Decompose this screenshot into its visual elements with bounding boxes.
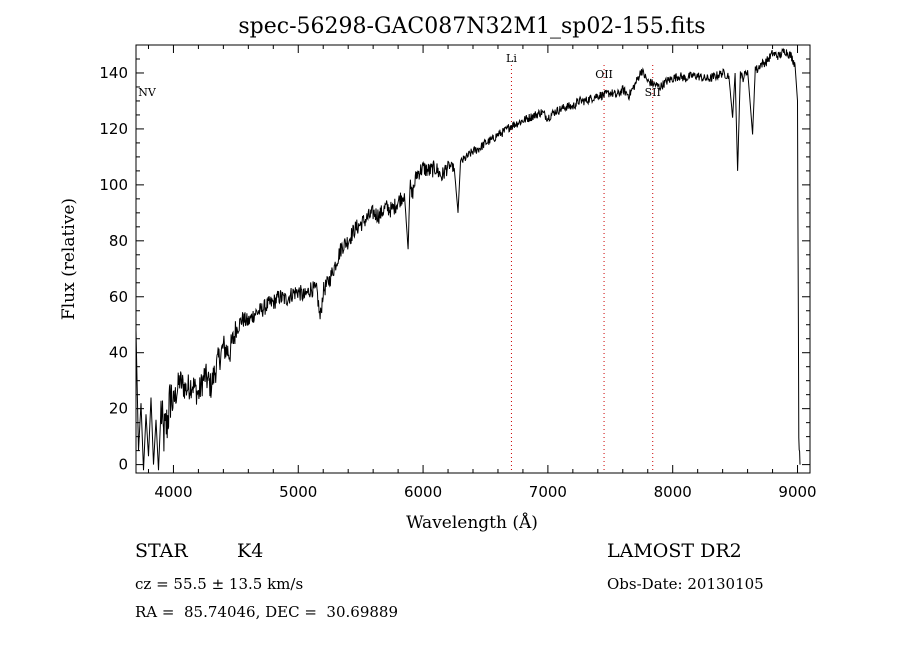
y-axis-label: Flux (relative) (59, 198, 79, 320)
plot-frame (135, 44, 811, 474)
y-tick-label: 20 (109, 400, 128, 418)
x-axis-ticks: 4000 5000 6000 7000 8000 9000 (147, 45, 817, 501)
redshift-readout: cz = 55.5 ± 13.5 km/s (135, 575, 304, 593)
x-tick-label: 9000 (778, 483, 816, 501)
x-tick-label: 8000 (654, 483, 692, 501)
y-tick-label: 40 (109, 344, 128, 362)
x-axis-label: Wavelength (Å) (406, 512, 538, 533)
chart-title: spec-56298-GAC087N32M1_sp02-155.fits (238, 14, 705, 39)
x-tick-label: 6000 (404, 483, 442, 501)
x-tick-label: 4000 (154, 483, 192, 501)
y-tick-label: 120 (99, 120, 128, 138)
spectral-subclass: K4 (237, 540, 264, 562)
observation-date: Obs-Date: 20130105 (607, 575, 764, 593)
y-tick-label: 0 (118, 456, 128, 474)
y-tick-label: 80 (109, 232, 128, 250)
line-marker-label-oii: OII (595, 68, 613, 81)
y-tick-label: 60 (109, 288, 128, 306)
spectrum-chart: spec-56298-GAC087N32M1_sp02-155.fits 400… (59, 14, 817, 533)
emission-line-markers: NV Li OII SII (138, 52, 661, 473)
spectrum-line (135, 47, 801, 471)
line-marker-label-li: Li (506, 52, 517, 65)
sky-coordinates: RA = 85.74046, DEC = 30.69889 (135, 603, 399, 621)
y-tick-label: 100 (99, 176, 128, 194)
object-type: STAR (135, 540, 188, 562)
x-tick-label: 7000 (529, 483, 567, 501)
line-marker-label-sii: SII (645, 86, 661, 99)
x-tick-label: 5000 (279, 483, 317, 501)
y-axis-ticks: 0 20 40 60 80 100 120 140 (99, 58, 810, 474)
line-marker-label-nv: NV (138, 86, 157, 99)
y-tick-label: 140 (99, 64, 128, 82)
survey-release: LAMOST DR2 (607, 540, 742, 562)
